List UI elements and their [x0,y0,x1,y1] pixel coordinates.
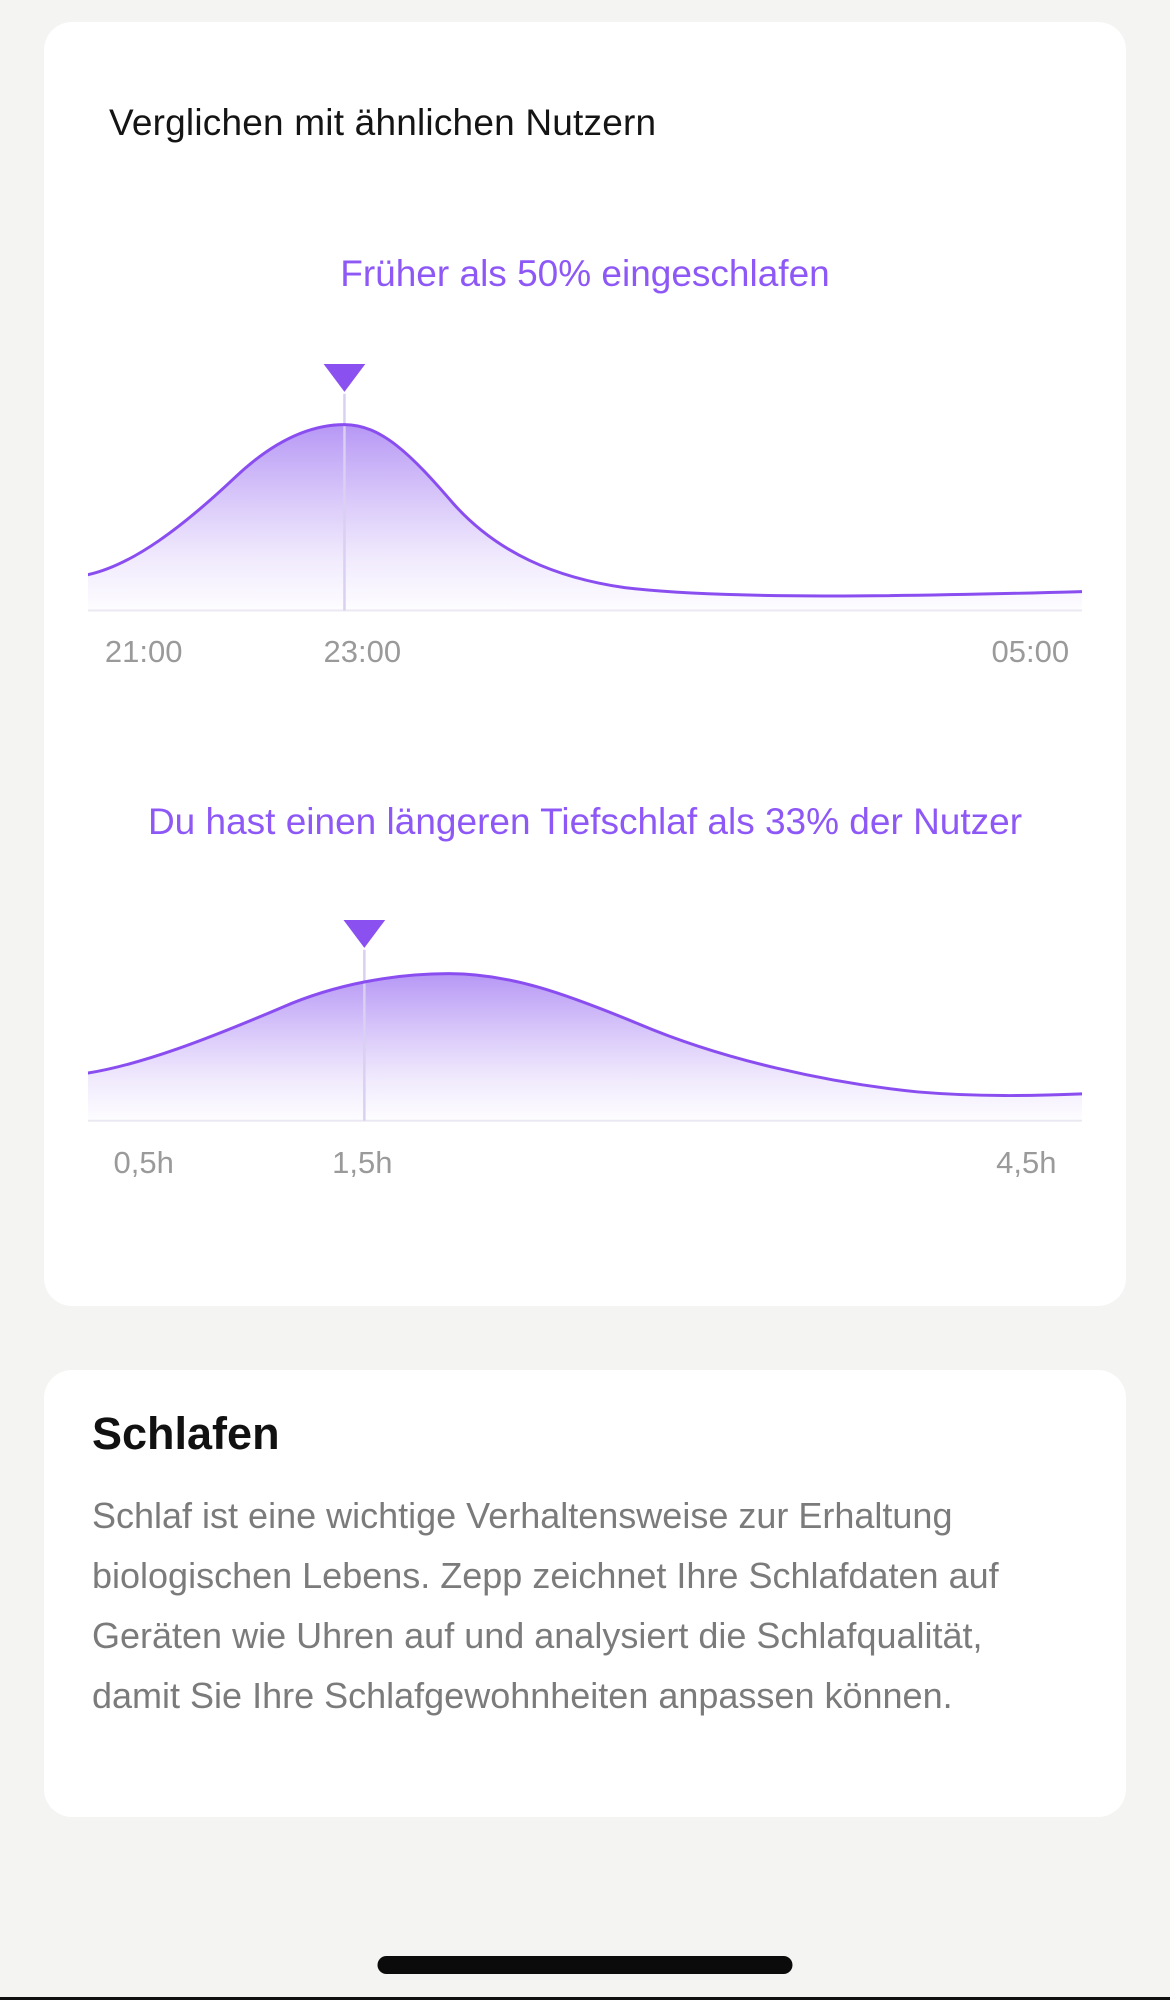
sleep-onset-subtitle: Früher als 50% eingeschlafen [340,253,830,294]
deep-sleep-distribution-svg [88,920,1082,1123]
sleep-onset-axis: 21:00 23:00 05:00 [88,634,1082,676]
distribution-area [88,424,1082,611]
sleep-onset-distribution-svg [88,363,1082,612]
deep-sleep-subtitle: Du hast einen längeren Tiefschlaf als 33… [147,801,1023,843]
marker-triangle-icon [323,363,366,392]
axis-tick: 05:00 [991,634,1070,670]
deep-sleep-chart [88,918,1082,1123]
sleep-onset-chart [88,362,1082,612]
distribution-area [88,974,1082,1122]
distribution-curve [88,423,1082,598]
comparison-card: Verglichen mit ähnlichen Nutzern Früher … [44,22,1126,1306]
marker-triangle-icon [343,920,386,949]
axis-tick: 0,5h [113,1145,174,1181]
deep-sleep-axis: 0,5h 1,5h 4,5h [88,1145,1082,1187]
screen-bottom-edge [0,1997,1170,2000]
sleep-info-body: Schlaf ist eine wichtige Verhaltensweise… [92,1495,999,1716]
home-indicator[interactable] [377,1956,793,1974]
sleep-info-card: Schlafen Schlaf ist eine wichtige Verhal… [44,1370,1126,1817]
distribution-curve [88,972,1082,1098]
axis-tick: 23:00 [323,634,402,670]
axis-tick: 4,5h [996,1145,1057,1181]
comparison-card-title: Verglichen mit ähnlichen Nutzern [109,102,657,143]
axis-tick: 21:00 [104,634,183,670]
sleep-info-title: Schlafen [92,1408,280,1459]
axis-tick: 1,5h [332,1145,393,1181]
